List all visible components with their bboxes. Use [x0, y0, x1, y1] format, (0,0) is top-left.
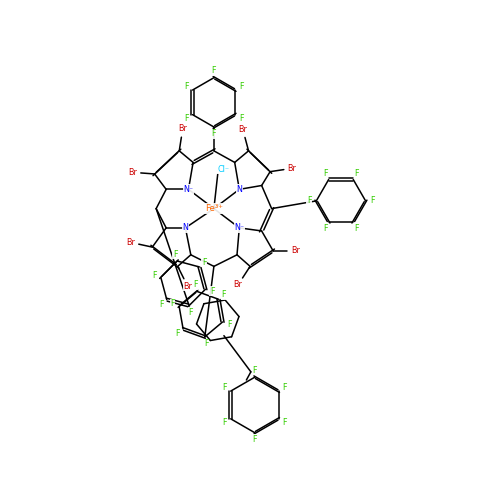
Text: F: F: [212, 66, 216, 76]
Text: Br: Br: [291, 246, 300, 256]
Text: N: N: [236, 185, 242, 194]
Text: Br: Br: [234, 280, 242, 289]
Text: F: F: [194, 280, 198, 289]
Text: F: F: [239, 114, 244, 122]
Text: Br: Br: [128, 168, 137, 177]
Text: F: F: [160, 300, 164, 309]
Text: F: F: [282, 383, 287, 392]
Text: F: F: [204, 339, 208, 348]
Text: Fe³⁺: Fe³⁺: [205, 204, 223, 213]
Text: F: F: [252, 366, 257, 375]
Text: N⁻: N⁻: [184, 185, 194, 194]
Text: Br: Br: [238, 125, 248, 134]
Text: F: F: [282, 418, 287, 427]
Text: F: F: [370, 196, 375, 205]
Text: Br: Br: [183, 282, 192, 290]
Text: F: F: [210, 286, 214, 296]
Text: F: F: [184, 82, 189, 91]
Text: F: F: [307, 196, 312, 205]
Text: F: F: [239, 82, 244, 91]
Text: F: F: [222, 383, 227, 392]
Text: F: F: [176, 329, 180, 338]
Text: F: F: [222, 418, 227, 427]
Text: F: F: [323, 224, 328, 233]
Text: N: N: [182, 224, 188, 232]
Text: F: F: [188, 308, 193, 317]
Text: F: F: [170, 300, 175, 308]
Text: N⁻: N⁻: [234, 224, 244, 232]
Text: F: F: [354, 169, 359, 178]
Text: F: F: [152, 271, 156, 280]
Text: Br: Br: [178, 124, 187, 134]
Text: F: F: [222, 290, 226, 300]
Text: F: F: [173, 250, 178, 259]
Text: Br: Br: [126, 238, 135, 247]
Text: F: F: [323, 169, 328, 178]
Text: F: F: [354, 224, 359, 233]
Text: F: F: [252, 435, 257, 444]
Text: F: F: [227, 320, 232, 329]
Text: Cl⁻: Cl⁻: [218, 165, 230, 174]
Text: Br: Br: [288, 164, 296, 173]
Text: F: F: [212, 130, 216, 138]
Text: F: F: [184, 114, 189, 122]
Text: F: F: [202, 258, 206, 266]
